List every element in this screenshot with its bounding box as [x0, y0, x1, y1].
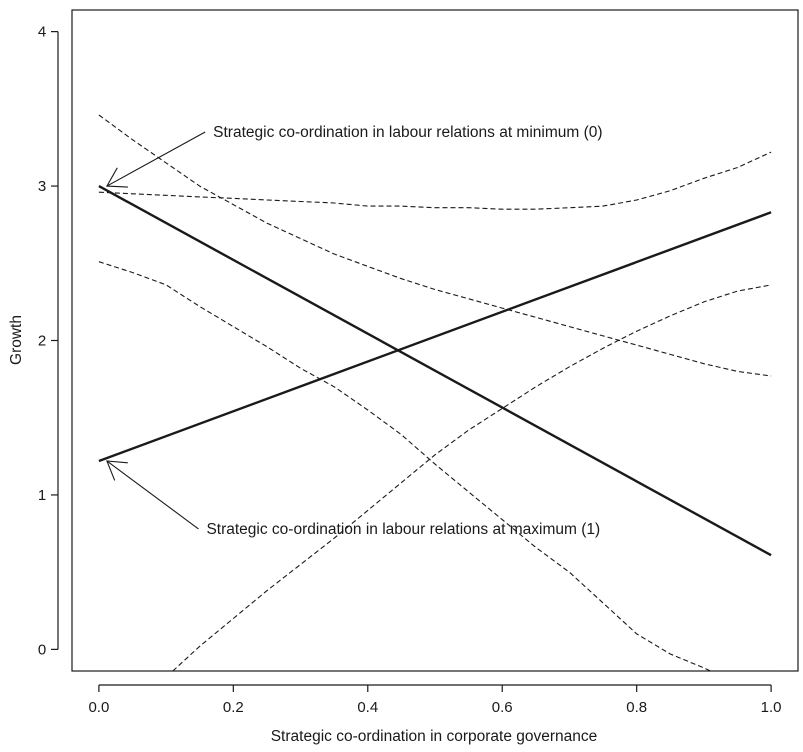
x-tick-label: 0.2: [223, 699, 244, 716]
y-axis: 0 1 2 3 4: [38, 24, 59, 658]
annotation-arrow-0: [106, 131, 206, 187]
y-tick-label: 2: [38, 333, 46, 350]
confidence-band-line-4: [98, 261, 711, 672]
y-axis-title: Growth: [8, 315, 25, 365]
annotation-label-0: Strategic co-ordination in labour relati…: [213, 124, 602, 141]
plot-box: [71, 9, 799, 672]
confidence-band-line-5: [172, 284, 772, 672]
series-layer: [98, 114, 772, 672]
x-tick-label: 0.6: [492, 699, 513, 716]
y-tick-label: 3: [38, 178, 46, 195]
x-axis: 0.0 0.2 0.4 0.6 0.8 1.0: [88, 684, 782, 716]
y-tick-label: 1: [38, 487, 46, 504]
annotation-layer: Strategic co-ordination in labour relati…: [105, 124, 603, 538]
estimate-line-1: [98, 211, 772, 463]
annotation-arrow-1: [106, 460, 199, 530]
estimate-line-0: [98, 185, 772, 557]
confidence-band-line-3: [98, 151, 772, 210]
confidence-band-line-2: [98, 114, 772, 377]
x-tick-label: 0.8: [626, 699, 647, 716]
annotation-label-1: Strategic co-ordination in labour relati…: [206, 521, 600, 538]
y-tick-label: 0: [38, 641, 46, 658]
x-tick-label: 0.4: [357, 699, 378, 716]
x-axis-title: Strategic co-ordination in corporate gov…: [271, 728, 598, 745]
arrowhead-0: [105, 167, 128, 188]
x-tick-label: 0.0: [88, 699, 109, 716]
x-tick-label: 1.0: [761, 699, 782, 716]
arrowhead-1: [106, 460, 128, 481]
y-tick-label: 4: [38, 24, 46, 41]
